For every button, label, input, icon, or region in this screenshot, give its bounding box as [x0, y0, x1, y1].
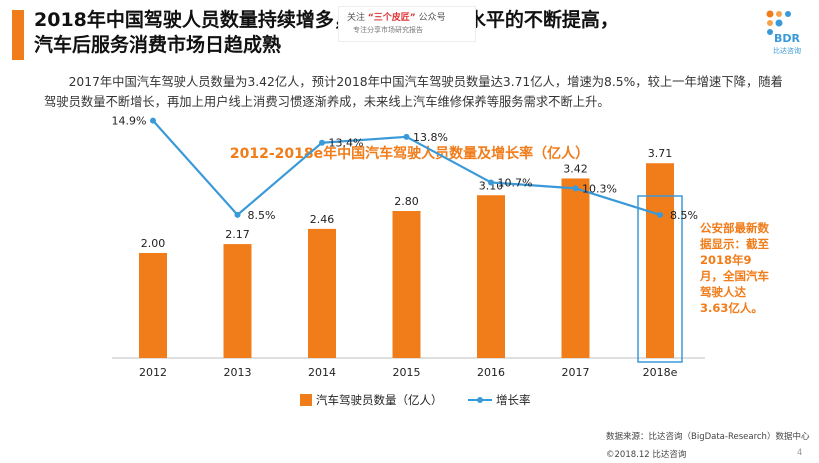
- intro-paragraph: 2017年中国汽车驾驶人员数量为3.42亿人，预计2018年中国汽车驾驶员数量达…: [44, 75, 783, 109]
- logo-dot: [767, 29, 773, 35]
- growth-label-2014: 13.4%: [329, 137, 364, 150]
- bar-2016: [477, 195, 505, 358]
- highlight-box-2018e: [637, 195, 683, 363]
- growth-label-2013: 8.5%: [248, 209, 276, 222]
- x-tick-2012: 2012: [139, 366, 167, 379]
- stamp-line-1: 关注 “三个皮匠” 公众号: [347, 13, 446, 23]
- bar-2018e: [646, 163, 674, 358]
- headline-line-2: 汽车后服务消费市场日趋成熟: [34, 34, 282, 56]
- chart-title: 2012-2018e年中国汽车驾驶人员数量及增长率（亿人）: [229, 146, 590, 162]
- bar-2015: [392, 211, 421, 358]
- x-tick-2013: 2013: [224, 366, 252, 379]
- stamp-line-2: 专注分享市场研究报告: [353, 26, 423, 34]
- legend-item-line: 增长率: [468, 392, 531, 408]
- x-tick-2017: 2017: [562, 366, 590, 379]
- bar-2013: [223, 244, 252, 358]
- wechat-stamp-overlay: 关注 “三个皮匠” 公众号 专注分享市场研究报告: [338, 6, 476, 42]
- logo-dot: [775, 19, 783, 27]
- bar-2012: [139, 253, 167, 358]
- x-tick-2015: 2015: [393, 366, 421, 379]
- title-accent-bar: [12, 10, 24, 60]
- growth-point-2014: [319, 139, 325, 146]
- bar-label-2013: 2.17: [225, 228, 250, 241]
- data-source: 数据来源：比达咨询（BigData-Research）数据中心: [606, 432, 810, 442]
- bdr-logo-icon: BDR 比达咨询: [766, 10, 801, 55]
- growth-point-2017: [572, 185, 579, 192]
- chart-legend: 汽车驾驶员数量（亿人） 增长率: [0, 390, 819, 410]
- growth-point-2012: [150, 117, 156, 124]
- growth-point-2013: [234, 211, 241, 218]
- logo-dot: [766, 10, 774, 18]
- logo-dot: [785, 11, 791, 17]
- side-note: 公安部最新数据显示：截至2018年9月，全国汽车驾驶人达3.63亿人。: [700, 221, 769, 315]
- growth-label-2016: 10.7%: [498, 176, 533, 189]
- legend-swatch-line: [468, 397, 492, 403]
- logo-dot: [776, 11, 782, 17]
- growth-label-2015: 13.8%: [413, 131, 448, 144]
- logo-subtext: 比达咨询: [773, 46, 801, 55]
- growth-label-2018e: 8.5%: [670, 209, 698, 222]
- bar-label-2014: 2.46: [310, 213, 335, 226]
- bar-label-2015: 2.80: [394, 195, 419, 208]
- growth-point-2016: [488, 179, 494, 186]
- logo-dot: [767, 20, 773, 26]
- copyright: ©2018.12 比达咨询: [606, 450, 687, 460]
- bar-label-2012: 2.00: [141, 237, 166, 250]
- legend-item-bar: 汽车驾驶员数量（亿人）: [300, 392, 443, 408]
- bar-2014: [308, 228, 336, 358]
- growth-label-2012: 14.9%: [112, 115, 147, 128]
- growth-point-2015: [403, 133, 410, 140]
- growth-label-2017: 10.3%: [582, 182, 617, 195]
- bar-label-2017: 3.42: [563, 162, 588, 175]
- legend-label-bar: 汽车驾驶员数量（亿人）: [316, 393, 443, 407]
- x-tick-2018e: 2018e: [643, 366, 678, 379]
- legend-swatch-bar: [300, 394, 312, 406]
- page-number: 4: [797, 448, 803, 458]
- logo-text: BDR: [774, 32, 801, 45]
- legend-label-line: 增长率: [496, 393, 531, 407]
- x-tick-2016: 2016: [477, 366, 505, 379]
- growth-point-2018e: [657, 211, 663, 218]
- x-tick-2014: 2014: [308, 366, 336, 379]
- bar-label-2018e: 3.71: [648, 147, 673, 160]
- bar-2017: [561, 178, 590, 358]
